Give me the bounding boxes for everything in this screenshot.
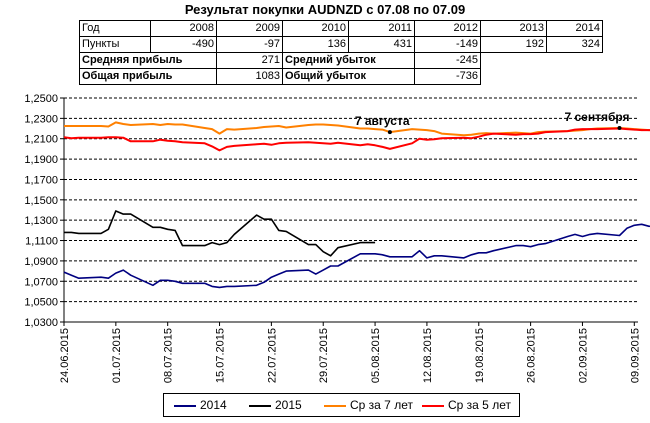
y-tick-label: 1,1700	[24, 174, 58, 186]
legend-item-2015: 2015	[249, 398, 302, 412]
x-tick-label: 19.08.2015	[474, 328, 486, 383]
annotation-label: 7 сентября	[564, 110, 629, 124]
legend-swatch	[324, 404, 346, 407]
legend: 2014 2015 Ср за 7 лет Ср за 5 лет	[163, 393, 520, 417]
avg-row: Средняя прибыль 271 Средний убыток -245	[79, 52, 603, 69]
legend-item-avg5: Ср за 5 лет	[422, 398, 511, 412]
legend-item-2014: 2014	[174, 398, 227, 412]
x-tick-label: 02.09.2015	[577, 328, 589, 383]
points-cell: 324	[546, 36, 603, 53]
legend-swatch	[174, 404, 196, 407]
total-profit-value: 1083	[216, 68, 283, 85]
total-row: Общая прибыль 1083 Общий убыток -736	[79, 68, 603, 85]
series-line	[63, 223, 650, 289]
legend-label: 2015	[275, 398, 302, 412]
x-tick-label: 15.07.2015	[215, 328, 227, 383]
total-loss-value: -736	[414, 68, 481, 85]
legend-label: Ср за 7 лет	[350, 398, 413, 412]
legend-swatch	[422, 404, 444, 407]
y-tick-label: 1,0700	[24, 276, 58, 288]
annotation-label: 7 августа	[355, 114, 410, 128]
series-line	[63, 127, 650, 152]
points-label: Пункты	[79, 36, 151, 53]
x-tick-label: 01.07.2015	[111, 328, 123, 383]
annotation-marker	[617, 126, 622, 131]
y-tick-label: 1,0500	[24, 297, 58, 309]
y-tick-label: 1,1300	[24, 215, 58, 227]
y-tick-label: 1,2300	[24, 113, 58, 125]
legend-label: 2014	[200, 398, 227, 412]
year-cell: 2008	[150, 20, 217, 37]
annotation-marker	[387, 130, 392, 135]
legend-swatch	[249, 404, 271, 407]
year-cell: 2012	[414, 20, 481, 37]
series-line	[64, 210, 376, 257]
year-cell: 2014	[546, 20, 603, 37]
x-tick-label: 08.07.2015	[163, 328, 175, 383]
y-tick-label: 1,2100	[24, 134, 58, 146]
line-chart: 1,0300 1,0500 1,0700 1,0900 1,1100 1,1300 1,15…	[24, 93, 650, 383]
total-loss-label: Общий убыток	[282, 68, 415, 85]
y-tick-label: 1,0900	[24, 256, 58, 268]
y-tick-label: 1,1900	[24, 154, 58, 166]
y-tick-label: 1,0300	[24, 317, 58, 329]
legend-item-avg7: Ср за 7 лет	[324, 398, 413, 412]
x-tick-label: 26.08.2015	[526, 328, 538, 383]
y-tick-label: 1,1500	[24, 195, 58, 207]
y-tick-label: 1,2500	[24, 93, 58, 105]
legend-label: Ср за 5 лет	[448, 398, 511, 412]
stats-table: Год 2008 2009 2010 2011 2012 2013 2014 П…	[79, 20, 603, 85]
x-tick-label: 24.06.2015	[59, 328, 71, 383]
x-tick-label: 12.08.2015	[422, 328, 434, 383]
avg-loss-value: -245	[414, 52, 481, 69]
x-tick-label: 22.07.2015	[266, 328, 278, 383]
y-tick-label: 1,1100	[25, 236, 58, 248]
points-cell: 192	[480, 36, 547, 53]
years-row: Год 2008 2009 2010 2011 2012 2013 2014	[79, 20, 603, 37]
x-tick-label: 29.07.2015	[318, 328, 330, 383]
points-row: Пункты -490 -97 136 431 -149 192 324	[79, 36, 603, 53]
x-tick-label: 05.08.2015	[370, 328, 382, 383]
total-profit-label: Общая прибыль	[79, 68, 217, 85]
x-tick-label: 09.09.2015	[629, 328, 641, 383]
chart-title: Результат покупки AUDNZD с 07.08 по 07.0…	[184, 2, 466, 17]
